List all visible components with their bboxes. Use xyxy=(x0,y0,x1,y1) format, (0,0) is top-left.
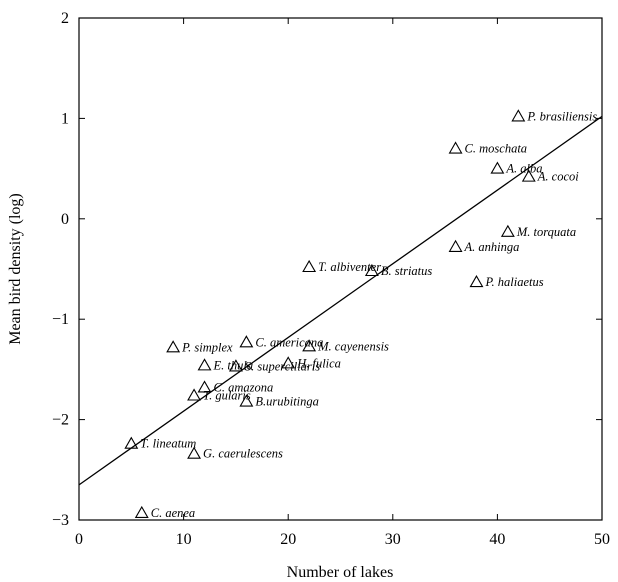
data-point-label: A. cocoi xyxy=(537,170,579,184)
data-point-label: B. striatus xyxy=(381,264,433,278)
data-point-marker xyxy=(281,356,296,369)
data-point-label: P. brasiliensis xyxy=(526,109,597,123)
data-point-label: T. gularis xyxy=(203,389,251,403)
data-point-marker xyxy=(187,388,202,401)
data-point-marker xyxy=(187,446,202,459)
data-point-marker xyxy=(228,359,243,372)
y-tick-label: 0 xyxy=(61,211,69,228)
plot-frame xyxy=(78,17,603,521)
data-point-marker xyxy=(448,141,463,154)
x-tick-label: 10 xyxy=(176,531,192,548)
data-point-marker xyxy=(448,239,463,252)
data-point-marker xyxy=(521,169,536,182)
x-tick-label: 20 xyxy=(280,531,296,548)
data-point-marker xyxy=(166,340,181,353)
data-point-marker xyxy=(239,394,254,407)
data-point-label: C. amazona xyxy=(214,380,274,394)
data-point-marker xyxy=(239,335,254,348)
data-point-label: B.urubitinga xyxy=(255,395,319,409)
y-tick-label: −1 xyxy=(52,311,69,328)
data-point-label: C. moschata xyxy=(465,142,528,156)
data-point-label: C. aenea xyxy=(151,506,195,520)
data-point-marker xyxy=(302,259,317,273)
data-point-label: P. simplex xyxy=(181,340,233,354)
data-point-label: M. torquata xyxy=(516,225,576,239)
y-axis-title: Mean bird density (log) xyxy=(7,193,24,345)
data-point-label: A. alba xyxy=(505,162,542,176)
data-point-label: H. fulica xyxy=(296,356,341,370)
data-point-marker xyxy=(364,263,379,277)
data-point-marker xyxy=(500,224,515,237)
x-tick-label: 30 xyxy=(385,531,401,548)
data-point-label: G. caerulescens xyxy=(203,447,283,461)
x-tick-label: 50 xyxy=(594,531,610,548)
data-point-marker xyxy=(302,339,317,352)
data-point-marker xyxy=(124,436,139,449)
axis-tick-labels: 0 10 20 30 40 50 −3 −2 −1 0 1 2 xyxy=(52,10,610,548)
data-point-label: T. lineatum xyxy=(140,437,196,451)
data-point-label: A. anhinga xyxy=(464,240,520,254)
data-point-marker xyxy=(490,161,505,174)
data-point-marker xyxy=(197,380,212,393)
data-point-label: P. haliaetus xyxy=(484,275,543,289)
data-point-marker xyxy=(197,358,212,371)
data-point-label: T. albiventer xyxy=(318,260,381,274)
x-tick-label: 40 xyxy=(489,531,505,548)
data-point-marker xyxy=(511,109,526,122)
y-tick-label: −3 xyxy=(52,512,69,529)
regression-line xyxy=(78,115,603,486)
y-tick-label: −2 xyxy=(52,412,69,429)
y-tick-label: 2 xyxy=(61,10,69,27)
data-point-label: M. cayenensis xyxy=(317,339,389,353)
data-point-marker xyxy=(469,274,484,288)
x-axis-title: Number of lakes xyxy=(287,564,394,581)
y-tick-label: 1 xyxy=(61,110,69,127)
data-point-marker xyxy=(134,505,149,519)
x-tick-label: 0 xyxy=(75,531,83,548)
